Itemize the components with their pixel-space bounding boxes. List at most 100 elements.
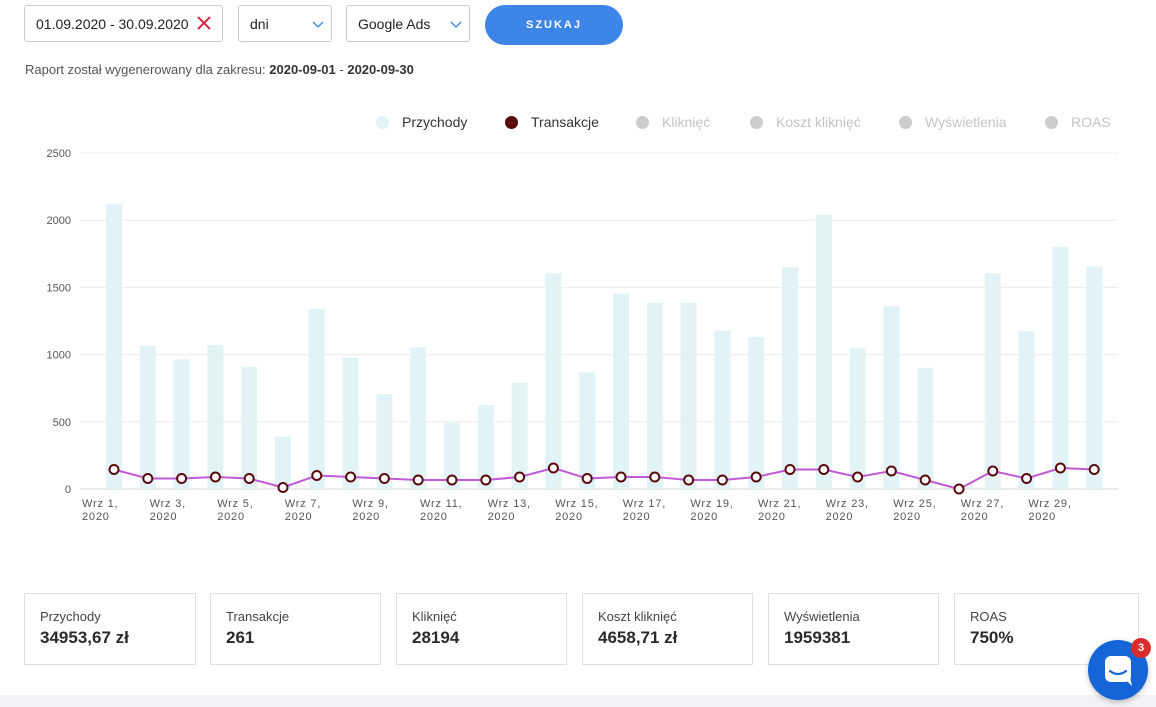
transactions-point — [412, 474, 424, 486]
x-tick-label: Wrz 27, 2020 — [961, 498, 1004, 523]
transactions-point — [885, 465, 897, 477]
transactions-point — [480, 474, 492, 486]
report-from: 2020-09-01 — [269, 62, 336, 77]
transactions-line — [113, 466, 1095, 491]
revenue-bar — [613, 293, 629, 489]
revenue-bar — [917, 367, 934, 489]
revenue-bar — [883, 306, 900, 489]
legend-item-klikniec[interactable]: Kliknięć — [636, 114, 710, 130]
revenue-bar — [984, 273, 1001, 489]
chart-legend: Przychody Transakcje Kliknięć Koszt klik… — [0, 114, 1156, 134]
transactions-point — [446, 474, 458, 486]
stat-card-koszt-klikniec: Koszt kliknięć 4658,71 zł — [582, 593, 753, 665]
revenue-bar — [1018, 331, 1035, 489]
transactions-point — [716, 474, 728, 486]
x-tick-label: Wrz 1, 2020 — [82, 498, 118, 523]
revenue-bar — [1052, 247, 1069, 489]
transactions-point — [784, 464, 796, 475]
period-select-value: dni — [250, 15, 269, 32]
stat-value: 34953,67 zł — [40, 628, 129, 647]
stat-label: Wyświetlenia — [784, 609, 860, 624]
x-tick-label: Wrz 21, 2020 — [758, 498, 801, 523]
x-tick-label: Wrz 25, 2020 — [893, 498, 936, 523]
legend-dot — [376, 115, 389, 129]
clear-icon[interactable] — [195, 14, 213, 32]
transactions-point — [852, 471, 864, 483]
footer-strip — [0, 695, 1156, 707]
source-select[interactable]: Google Ads — [346, 5, 470, 42]
revenue-bar — [782, 267, 798, 489]
x-tick-label: Wrz 13, 2020 — [488, 498, 531, 523]
transactions-point — [209, 471, 221, 483]
legend-dot — [505, 115, 518, 129]
legend-item-koszt-klikniec[interactable]: Koszt kliknięć — [750, 114, 861, 130]
revenue-transactions-chart: 2500 2000 1500 1000 500 0 Wrz 1, 2020 Wrz 3, 2020… — [47, 148, 1118, 523]
transactions-point — [243, 473, 255, 484]
stat-label: Koszt kliknięć — [598, 609, 677, 624]
search-button[interactable]: SZUKAJ — [485, 5, 623, 45]
revenue-bar — [1086, 266, 1103, 489]
transactions-point — [683, 474, 695, 486]
legend-item-przychody[interactable]: Przychody — [376, 114, 467, 130]
chat-notification-badge: 3 — [1131, 638, 1151, 658]
stat-card-klikniec: Kliknięć 28194 — [396, 593, 567, 665]
transactions-point — [919, 474, 931, 486]
period-select[interactable]: dni — [238, 5, 332, 42]
revenue-bar — [748, 336, 765, 489]
stat-label: Transakcje — [226, 609, 290, 624]
y-tick-label: 0 — [65, 484, 71, 496]
transactions-point — [514, 471, 526, 483]
revenue-bar — [511, 382, 528, 489]
transactions-point — [345, 471, 357, 483]
revenue-bar — [410, 347, 427, 489]
legend-dot — [750, 115, 763, 129]
stat-label: ROAS — [970, 609, 1007, 624]
y-tick-label: 2500 — [47, 148, 71, 160]
y-tick-label: 1000 — [47, 350, 71, 362]
revenue-bar — [376, 394, 393, 489]
transactions-point — [615, 471, 627, 483]
revenue-bar — [579, 372, 596, 489]
stat-value: 261 — [226, 628, 255, 647]
transactions-point — [750, 471, 762, 483]
chevron-down-icon — [450, 21, 462, 28]
transactions-point — [1021, 473, 1033, 484]
stat-value: 750% — [970, 628, 1014, 647]
legend-item-transakcje[interactable]: Transakcje — [505, 114, 599, 130]
transactions-point — [987, 465, 999, 477]
transactions-point — [953, 483, 965, 495]
source-select-value: Google Ads — [358, 15, 431, 32]
x-tick-label: Wrz 15, 2020 — [555, 498, 598, 523]
transactions-point — [1088, 464, 1100, 475]
chevron-down-icon — [312, 21, 324, 28]
report-prefix: Raport został wygenerowany dla zakresu: — [25, 62, 266, 77]
revenue-bar — [342, 357, 359, 489]
x-tick-label: Wrz 29, 2020 — [1028, 498, 1071, 523]
x-tick-label: Wrz 5, 2020 — [217, 498, 253, 523]
legend-label: Transakcje — [531, 114, 599, 130]
transactions-point — [176, 473, 188, 484]
revenue-bar — [139, 345, 156, 489]
stat-value: 1959381 — [784, 628, 851, 647]
revenue-bar — [815, 214, 832, 489]
legend-item-wyswietlenia[interactable]: Wyświetlenia — [899, 114, 1007, 130]
stat-value: 4658,71 zł — [598, 628, 678, 647]
chat-icon — [1105, 656, 1132, 686]
revenue-bar — [444, 422, 460, 489]
x-tick-label: Wrz 17, 2020 — [623, 498, 666, 523]
revenue-bar — [275, 436, 291, 489]
stat-label: Przychody — [40, 609, 101, 624]
y-tick-label: 1500 — [47, 282, 71, 294]
legend-item-roas[interactable]: ROAS — [1045, 114, 1111, 130]
transactions-point — [581, 473, 593, 484]
y-tick-label: 2000 — [47, 215, 71, 227]
transactions-point — [378, 473, 390, 484]
stat-value: 28194 — [412, 628, 460, 647]
transactions-point — [108, 464, 120, 475]
revenue-bar — [106, 204, 122, 489]
transactions-point — [818, 464, 830, 475]
date-range-input[interactable]: 01.09.2020 - 30.09.2020 — [24, 5, 223, 42]
revenue-bar — [545, 273, 562, 489]
report-range-text: Raport został wygenerowany dla zakresu: … — [25, 62, 414, 77]
revenue-bar — [714, 330, 731, 489]
